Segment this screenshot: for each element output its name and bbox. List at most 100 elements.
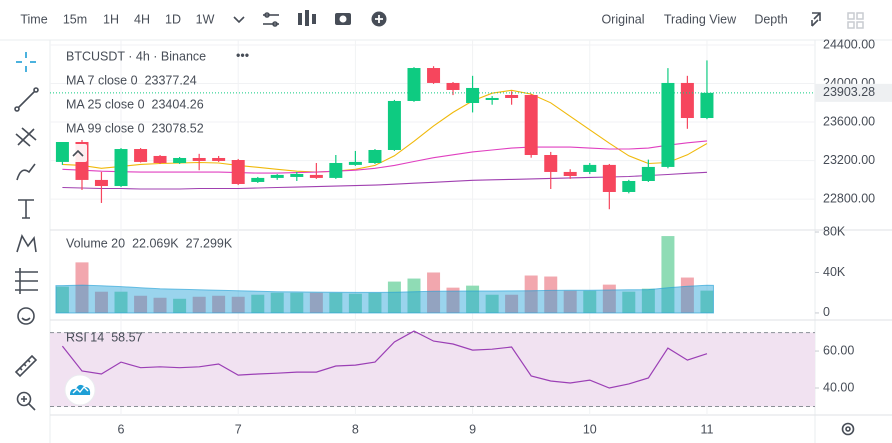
candle-body bbox=[680, 82, 694, 119]
dropdown-icon[interactable] bbox=[233, 16, 245, 24]
toolbar-icons[interactable] bbox=[233, 10, 864, 29]
volume-bar bbox=[544, 276, 558, 313]
rsi-title: RSI 14 bbox=[66, 330, 104, 344]
volume-bar bbox=[485, 294, 499, 313]
parallel-tool[interactable] bbox=[15, 127, 37, 147]
candle-body bbox=[661, 82, 675, 167]
volume-bar bbox=[368, 292, 382, 313]
zoom-tool[interactable] bbox=[16, 391, 36, 411]
ma-legend: MA 7 close 0 bbox=[66, 73, 138, 87]
candle-body bbox=[407, 68, 421, 101]
volume-bar bbox=[329, 292, 343, 313]
measure-tool[interactable] bbox=[14, 354, 38, 378]
candle-body bbox=[641, 166, 655, 181]
ma-line bbox=[62, 171, 708, 190]
volume-bar bbox=[251, 294, 265, 313]
x-tick-label: 10 bbox=[583, 422, 597, 436]
candle-body bbox=[251, 177, 265, 182]
line-tool[interactable] bbox=[14, 87, 39, 112]
volume-legend-value: 27.299K bbox=[186, 236, 233, 250]
add-indicator-icon[interactable] bbox=[371, 11, 387, 27]
candle-body bbox=[700, 92, 714, 119]
candle-body bbox=[290, 173, 304, 177]
candle-body bbox=[524, 94, 538, 155]
layout-icon[interactable] bbox=[847, 12, 864, 29]
interval-tab[interactable]: 4H bbox=[134, 12, 150, 26]
candle-body bbox=[602, 164, 616, 192]
candle-body bbox=[94, 179, 108, 187]
candle-body bbox=[348, 161, 362, 165]
interval-tab[interactable]: 1D bbox=[165, 12, 181, 26]
y-tick-label: 23600.00 bbox=[823, 114, 875, 128]
view-tab[interactable]: Depth bbox=[754, 12, 787, 26]
y-tick-label: 40.00 bbox=[823, 380, 854, 394]
volume-bar bbox=[290, 292, 304, 313]
candle-body bbox=[622, 181, 636, 192]
rsi-line bbox=[61, 330, 708, 389]
chart-plot: 6 7 8 9 10 1124400.0024000.0023600.0023200.00… bbox=[50, 37, 892, 436]
logo-button[interactable] bbox=[64, 374, 96, 406]
candle-body bbox=[505, 94, 519, 98]
candle-body bbox=[114, 149, 128, 187]
volume-bar bbox=[602, 284, 616, 313]
candle-body bbox=[309, 174, 323, 178]
x-tick-label: 9 bbox=[469, 422, 476, 436]
brush-tool[interactable] bbox=[16, 163, 36, 181]
volume-bar bbox=[407, 278, 421, 313]
x-tick-label: 8 bbox=[352, 422, 359, 436]
collapse-button[interactable] bbox=[69, 144, 87, 162]
candle-body bbox=[485, 97, 499, 101]
volume-bar bbox=[192, 296, 206, 313]
x-tick-label: 7 bbox=[235, 422, 242, 436]
candle-body bbox=[544, 154, 558, 172]
volume-bar bbox=[212, 295, 226, 313]
y-tick-label: 80K bbox=[823, 224, 846, 238]
y-tick-label: 23200.00 bbox=[823, 153, 875, 167]
volume-bar bbox=[641, 288, 655, 313]
view-tab[interactable]: Original bbox=[601, 12, 644, 26]
volume-bar bbox=[55, 286, 69, 313]
volume-bar bbox=[309, 292, 323, 313]
drawing-tools[interactable] bbox=[14, 52, 39, 411]
volume-bar bbox=[231, 296, 245, 313]
volume-bar bbox=[134, 295, 148, 313]
candle-body bbox=[55, 141, 69, 162]
candle-body bbox=[231, 160, 245, 184]
fullscreen-icon[interactable] bbox=[811, 12, 821, 27]
candle-body bbox=[446, 82, 460, 90]
ma-legend-value: 23078.52 bbox=[152, 121, 204, 135]
crosshair-tool[interactable] bbox=[16, 52, 36, 72]
indicator-settings-icon[interactable] bbox=[263, 12, 279, 27]
interval-tab[interactable]: 1W bbox=[196, 12, 215, 26]
interval-tab[interactable]: Time bbox=[20, 12, 47, 26]
interval-tab[interactable]: 15m bbox=[63, 12, 87, 26]
fib-tool[interactable] bbox=[15, 268, 38, 294]
interval-tab[interactable]: 1H bbox=[103, 12, 119, 26]
candle-body bbox=[387, 100, 401, 150]
chart-type-icon[interactable] bbox=[298, 10, 316, 26]
view-tab[interactable]: Trading View bbox=[664, 12, 737, 26]
settings-icon[interactable] bbox=[841, 422, 855, 436]
emoji-tool[interactable] bbox=[17, 307, 35, 325]
volume-legend-value: 22.069K bbox=[132, 236, 179, 250]
screenshot-icon[interactable] bbox=[335, 13, 351, 25]
volume-bar bbox=[446, 287, 460, 313]
pattern-tool[interactable] bbox=[16, 234, 37, 253]
y-tick-label: 60.00 bbox=[823, 343, 854, 357]
y-tick-label: 0 bbox=[823, 305, 830, 319]
more-button[interactable]: ••• bbox=[236, 48, 249, 62]
volume-bar bbox=[661, 236, 675, 313]
candle-body bbox=[212, 157, 226, 161]
candle-body bbox=[173, 157, 187, 163]
candle-body bbox=[192, 157, 206, 161]
candle-body bbox=[270, 174, 284, 178]
volume-bar bbox=[524, 275, 538, 313]
volume-bar bbox=[153, 297, 167, 313]
candle-body bbox=[427, 68, 441, 83]
y-tick-label: 22800.00 bbox=[823, 191, 875, 205]
volume-bar bbox=[622, 291, 636, 313]
last-price-label: 23903.28 bbox=[823, 85, 875, 99]
text-tool[interactable] bbox=[18, 199, 34, 219]
volume-bar bbox=[348, 293, 362, 313]
